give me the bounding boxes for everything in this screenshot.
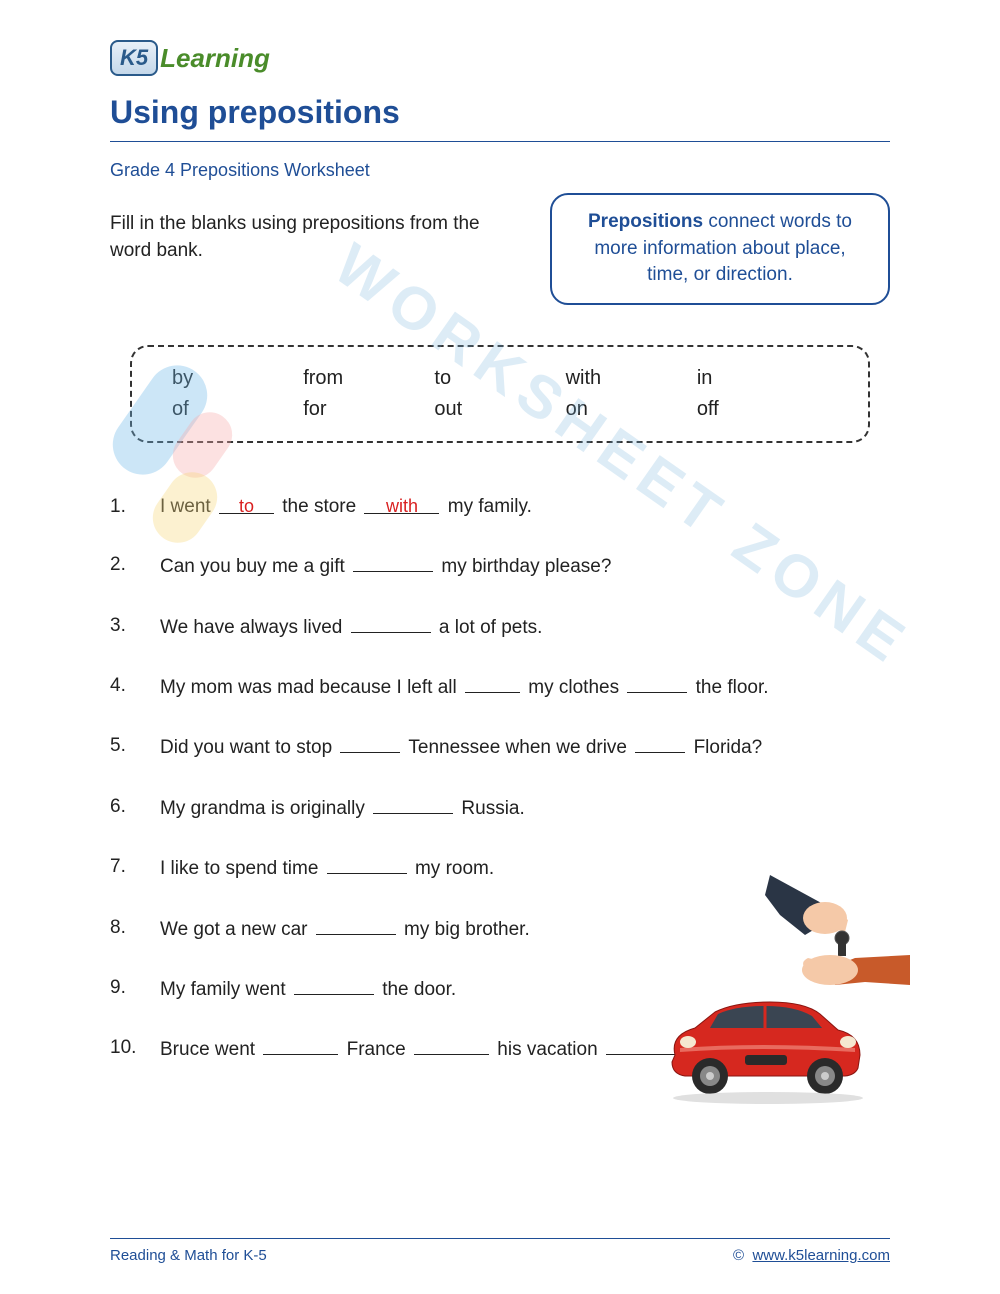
blank-input[interactable]: to [219,493,274,514]
footer: Reading & Math for K-5 © www.k5learning.… [110,1238,890,1264]
question-text: I went to the store with my family. [160,493,890,522]
question-number: 10. [110,1034,160,1064]
word-bank-item: for [303,398,434,421]
footer-link[interactable]: www.k5learning.com [752,1247,890,1264]
car-handoff-illustration [630,860,910,1110]
logo-text: Learning [160,43,270,74]
info-box-bold: Prepositions [588,211,703,232]
subtitle: Grade 4 Prepositions Worksheet [110,160,890,181]
question-number: 4. [110,672,160,702]
question-number: 3. [110,612,160,642]
word-bank-row-1: by from to with in [162,363,838,394]
footer-right: © www.k5learning.com [733,1247,890,1264]
word-bank-item: on [566,398,697,421]
question-text: Can you buy me a gift my birthday please… [160,551,890,581]
question-text: My mom was mad because I left all my clo… [160,672,890,702]
blank-input[interactable] [327,853,407,874]
logo-badge: K5 [110,40,158,76]
blank-input[interactable] [373,793,453,814]
blank-input[interactable] [465,672,520,693]
logo: K5 Learning [110,40,890,76]
blank-input[interactable] [351,612,431,633]
answer-text: to [239,496,254,516]
word-bank-item: out [434,398,565,421]
blank-input[interactable] [340,732,400,753]
page-title: Using prepositions [110,94,890,131]
question-number: 6. [110,793,160,823]
question-text: My grandma is originally Russia. [160,793,890,823]
footer-left: Reading & Math for K-5 [110,1247,267,1264]
blank-input[interactable] [635,732,685,753]
blank-input[interactable]: with [364,493,439,514]
question-row: 1.I went to the store with my family. [110,493,890,522]
question-row: 6.My grandma is originally Russia. [110,793,890,823]
word-bank-item: to [434,367,565,390]
question-text: We have always lived a lot of pets. [160,612,890,642]
question-number: 5. [110,732,160,762]
word-bank-item: from [303,367,434,390]
blank-input[interactable] [316,914,396,935]
blank-input[interactable] [627,672,687,693]
word-bank-item: with [566,367,697,390]
title-rule [110,141,890,142]
question-number: 7. [110,853,160,883]
word-bank-item: in [697,367,828,390]
question-number: 2. [110,551,160,581]
word-bank-item: of [172,398,303,421]
question-text: Did you want to stop Tennessee when we d… [160,732,890,762]
question-row: 3.We have always lived a lot of pets. [110,612,890,642]
word-bank: by from to with in of for out on off [130,345,870,443]
question-number: 8. [110,914,160,944]
blank-input[interactable] [353,551,433,572]
blank-input[interactable] [294,974,374,995]
question-number: 1. [110,493,160,522]
blank-input[interactable] [414,1034,489,1055]
instructions: Fill in the blanks using prepositions fr… [110,193,520,264]
word-bank-row-2: of for out on off [162,394,838,425]
blank-input[interactable] [263,1034,338,1055]
question-row: 4.My mom was mad because I left all my c… [110,672,890,702]
question-row: 5.Did you want to stop Tennessee when we… [110,732,890,762]
info-box: Prepositions connect words to more infor… [550,193,890,305]
question-number: 9. [110,974,160,1004]
word-bank-item: by [172,367,303,390]
question-row: 2.Can you buy me a gift my birthday plea… [110,551,890,581]
answer-text: with [386,496,418,516]
footer-rule [110,1238,890,1239]
word-bank-item: off [697,398,828,421]
